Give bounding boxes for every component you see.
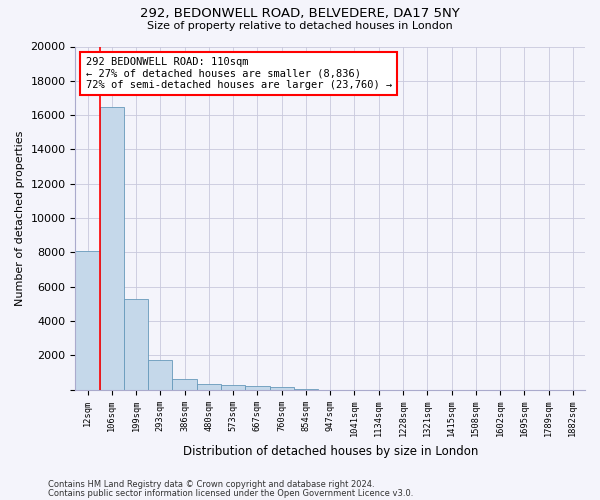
- Y-axis label: Number of detached properties: Number of detached properties: [15, 130, 25, 306]
- Text: Size of property relative to detached houses in London: Size of property relative to detached ho…: [147, 21, 453, 31]
- Bar: [245, 386, 269, 390]
- Text: 292 BEDONWELL ROAD: 110sqm
← 27% of detached houses are smaller (8,836)
72% of s: 292 BEDONWELL ROAD: 110sqm ← 27% of deta…: [86, 57, 392, 90]
- Bar: [148, 360, 172, 390]
- Text: Contains HM Land Registry data © Crown copyright and database right 2024.: Contains HM Land Registry data © Crown c…: [48, 480, 374, 489]
- Bar: [172, 378, 197, 390]
- Text: 292, BEDONWELL ROAD, BELVEDERE, DA17 5NY: 292, BEDONWELL ROAD, BELVEDERE, DA17 5NY: [140, 8, 460, 20]
- Bar: [269, 387, 294, 390]
- X-axis label: Distribution of detached houses by size in London: Distribution of detached houses by size …: [182, 444, 478, 458]
- Text: Contains public sector information licensed under the Open Government Licence v3: Contains public sector information licen…: [48, 488, 413, 498]
- Bar: [221, 385, 245, 390]
- Bar: [124, 298, 148, 390]
- Bar: [76, 250, 100, 390]
- Bar: [294, 389, 318, 390]
- Bar: [100, 106, 124, 390]
- Bar: [197, 384, 221, 390]
